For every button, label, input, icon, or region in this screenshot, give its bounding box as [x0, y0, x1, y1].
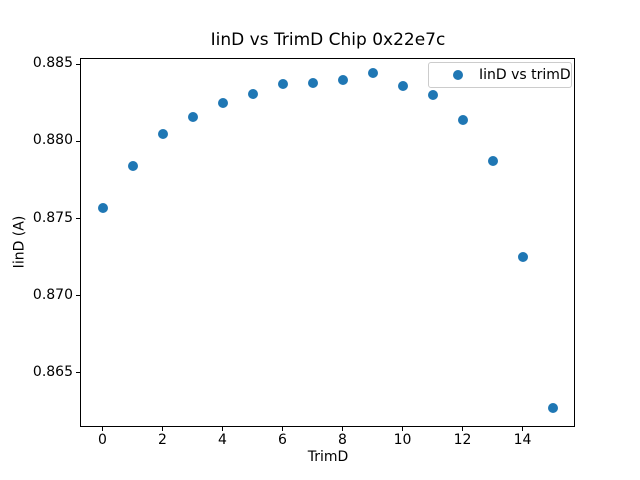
data-point: [547, 403, 558, 414]
y-tick: [76, 140, 80, 142]
data-point: [487, 156, 498, 167]
data-point: [157, 128, 168, 139]
x-tick-label: 12: [453, 432, 472, 448]
y-tick-label: 0.885: [32, 55, 73, 72]
data-point: [307, 77, 318, 88]
y-tick-label: 0.880: [32, 132, 73, 149]
x-tick-label: 10: [393, 432, 412, 448]
x-tick: [282, 427, 283, 431]
x-tick: [402, 427, 403, 431]
x-tick: [522, 427, 523, 431]
x-tick: [222, 427, 223, 431]
x-tick: [162, 427, 163, 431]
legend-marker-icon: [453, 70, 463, 80]
y-axis-label: IinD (A): [11, 215, 28, 269]
y-tick-label: 0.870: [32, 286, 73, 303]
data-point: [457, 114, 468, 125]
data-point: [397, 80, 408, 91]
x-tick-label: 8: [338, 432, 347, 448]
x-tick: [342, 427, 343, 431]
y-tick-label: 0.865: [32, 363, 73, 380]
data-point: [217, 97, 228, 108]
x-tick: [102, 427, 103, 431]
legend-label: IinD vs trimD: [479, 66, 571, 83]
data-point: [277, 79, 288, 90]
x-tick-label: 6: [278, 432, 287, 448]
data-point: [427, 90, 438, 101]
x-tick-label: 14: [513, 432, 532, 448]
data-point: [367, 68, 378, 79]
y-tick-label: 0.875: [32, 209, 73, 226]
data-point: [187, 111, 198, 122]
x-tick-label: 2: [158, 432, 167, 448]
y-tick: [76, 218, 80, 220]
legend: IinD vs trimD: [428, 62, 572, 88]
data-point: [337, 74, 348, 85]
plot-area: [80, 58, 575, 427]
x-tick-label: 0: [98, 432, 107, 448]
x-axis-label: TrimD: [307, 449, 349, 465]
data-point: [247, 88, 258, 99]
data-point: [517, 252, 528, 263]
data-point: [97, 202, 108, 213]
x-tick-label: 4: [218, 432, 227, 448]
data-point: [127, 161, 138, 172]
y-tick: [76, 372, 80, 374]
y-tick: [76, 63, 80, 65]
y-tick: [76, 295, 80, 297]
chart-title: IinD vs TrimD Chip 0x22e7c: [210, 30, 446, 50]
x-tick: [462, 427, 463, 431]
